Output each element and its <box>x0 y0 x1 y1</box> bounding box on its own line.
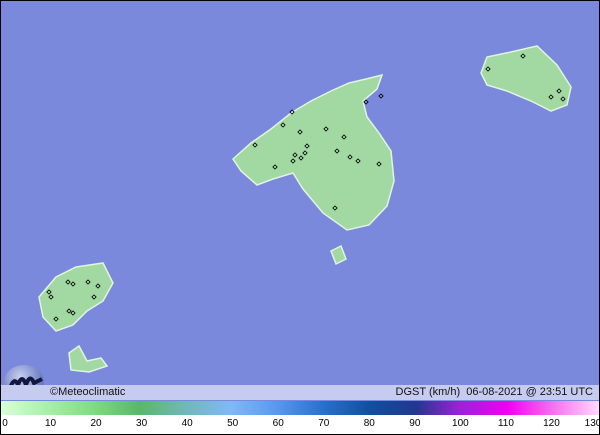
station-marker[interactable] <box>560 96 566 102</box>
scale-tick-label: 90 <box>409 418 421 429</box>
scale-tick-label: 80 <box>363 418 375 429</box>
station-marker[interactable] <box>556 88 562 94</box>
scale-tick-label: 20 <box>90 418 102 429</box>
station-marker[interactable] <box>85 279 91 285</box>
scale-tick-label: 130 <box>584 418 600 429</box>
scale-ticks: 0 10 20 30 40 50 60 70 80 90 100 110 120 130 <box>1 415 599 434</box>
island-formentera <box>68 344 109 373</box>
station-marker[interactable] <box>91 294 97 300</box>
station-marker[interactable] <box>53 316 59 322</box>
timestamp: 06-08-2021 @ 23:51 UTC <box>466 386 593 398</box>
island-ibiza <box>38 262 114 332</box>
station-marker[interactable] <box>297 129 303 135</box>
wind-gust-map[interactable] <box>1 1 599 385</box>
station-marker[interactable] <box>298 155 304 161</box>
station-marker[interactable] <box>548 94 554 100</box>
station-marker[interactable] <box>376 161 382 167</box>
station-marker[interactable] <box>280 122 286 128</box>
station-marker[interactable] <box>304 143 310 149</box>
island-menorca <box>480 45 572 112</box>
station-marker[interactable] <box>95 283 101 289</box>
island-cabrera <box>330 244 347 266</box>
station-marker[interactable] <box>292 152 298 158</box>
scale-tick-label: 100 <box>452 418 469 429</box>
scale-tick-label: 30 <box>136 418 148 429</box>
station-marker[interactable] <box>70 310 76 316</box>
station-marker[interactable] <box>302 150 308 156</box>
scale-tick-label: 120 <box>543 418 560 429</box>
scale-tick-label: 60 <box>272 418 284 429</box>
station-marker[interactable] <box>272 164 278 170</box>
station-marker[interactable] <box>520 53 526 59</box>
station-marker[interactable] <box>65 279 71 285</box>
variable-label: DGST (km/h) <box>395 386 461 398</box>
station-marker[interactable] <box>378 93 384 99</box>
station-marker[interactable] <box>323 126 329 132</box>
island-mallorca <box>232 73 395 231</box>
station-marker[interactable] <box>252 142 258 148</box>
scale-tick-label: 10 <box>44 418 57 429</box>
station-marker[interactable] <box>66 308 72 314</box>
scale-tick-label: 50 <box>227 418 239 429</box>
credit-text: ©Meteoclimatic <box>50 386 126 398</box>
station-marker[interactable] <box>70 281 76 287</box>
station-marker[interactable] <box>48 294 54 300</box>
station-marker[interactable] <box>355 158 361 164</box>
station-marker[interactable] <box>332 205 338 211</box>
station-marker[interactable] <box>290 158 296 164</box>
scale-tick-label: 70 <box>318 418 330 429</box>
station-marker[interactable] <box>289 109 295 115</box>
map-title: DGST (km/h) 06-08-2021 @ 23:51 UTC <box>396 386 593 398</box>
station-marker[interactable] <box>485 66 491 72</box>
station-marker[interactable] <box>334 148 340 154</box>
station-marker[interactable] <box>347 154 353 160</box>
station-marker[interactable] <box>46 289 52 295</box>
station-marker[interactable] <box>363 99 369 105</box>
scale-tick-label: 0 <box>2 418 8 429</box>
info-bar: ©Meteoclimatic DGST (km/h) 06-08-2021 @ … <box>1 385 599 400</box>
color-scale <box>1 401 599 415</box>
scale-tick-label: 110 <box>497 418 514 429</box>
scale-tick-label: 40 <box>181 418 193 429</box>
station-marker[interactable] <box>341 134 347 140</box>
